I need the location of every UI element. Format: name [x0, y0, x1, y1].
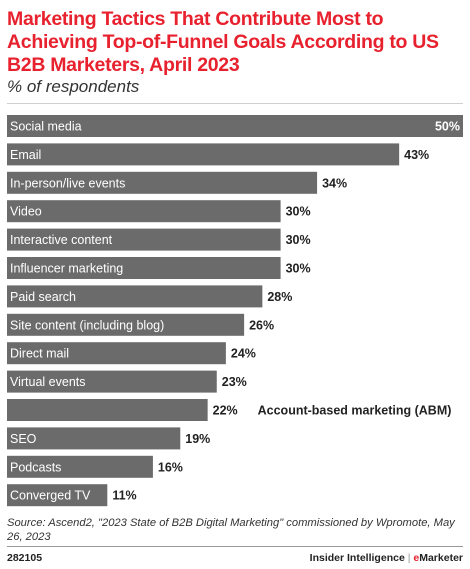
- value-label: 43%: [404, 148, 429, 162]
- value-label: 26%: [249, 318, 274, 332]
- category-label: SEO: [10, 432, 37, 446]
- value-label: 11%: [112, 489, 136, 503]
- bar: [7, 313, 245, 336]
- bar: [7, 342, 226, 365]
- value-label: 30%: [286, 233, 311, 247]
- category-label: Account-based marketing (ABM): [258, 404, 452, 418]
- bar: [7, 171, 318, 194]
- value-label: 30%: [286, 262, 311, 276]
- value-label: 30%: [286, 205, 311, 219]
- brand-separator: |: [407, 552, 411, 564]
- bar: [7, 455, 153, 478]
- bottom-divider: [7, 546, 463, 547]
- bar: [7, 200, 281, 223]
- category-label: Influencer marketing: [10, 262, 123, 276]
- category-label: Paid search: [10, 290, 76, 304]
- value-label: 50%: [435, 120, 460, 134]
- category-label: Virtual events: [10, 375, 86, 389]
- chart-subtitle: % of respondents: [7, 77, 140, 96]
- bar: [7, 228, 281, 251]
- chart-title: Marketing Tactics That Contribute Most t…: [7, 8, 439, 76]
- value-label: 23%: [222, 375, 247, 389]
- bar: [7, 427, 181, 450]
- value-label: 28%: [267, 290, 292, 304]
- bar: [7, 370, 217, 393]
- chart-id: 282105: [7, 552, 43, 564]
- category-label: Converged TV: [10, 489, 91, 503]
- category-label: Interactive content: [10, 233, 113, 247]
- category-label: Site content (including blog): [10, 318, 164, 332]
- value-label: 34%: [322, 176, 347, 190]
- brand-logo: Insider Intelligence | eMarketer: [310, 552, 463, 564]
- value-label: 22%: [213, 404, 238, 418]
- category-label: Direct mail: [10, 347, 69, 361]
- brand-accent: e: [413, 552, 420, 564]
- top-divider: [7, 103, 463, 104]
- category-label: Video: [10, 205, 42, 219]
- category-label: Social media: [10, 120, 82, 134]
- brand-suffix: Marketer: [419, 552, 463, 564]
- category-label: In-person/live events: [10, 176, 125, 190]
- source-note: Source: Ascend2, "2023 State of B2B Digi…: [7, 517, 455, 543]
- value-label: 16%: [158, 460, 183, 474]
- bar: [7, 257, 281, 279]
- category-label: Email: [10, 148, 41, 162]
- bar: [7, 285, 263, 308]
- value-label: 19%: [185, 432, 210, 446]
- bar: [7, 399, 208, 421]
- brand-name: Insider Intelligence: [309, 552, 405, 564]
- bar: [7, 484, 108, 507]
- value-label: 24%: [231, 347, 256, 361]
- bar: [7, 143, 400, 166]
- category-label: Podcasts: [10, 460, 61, 474]
- bar: [7, 115, 463, 137]
